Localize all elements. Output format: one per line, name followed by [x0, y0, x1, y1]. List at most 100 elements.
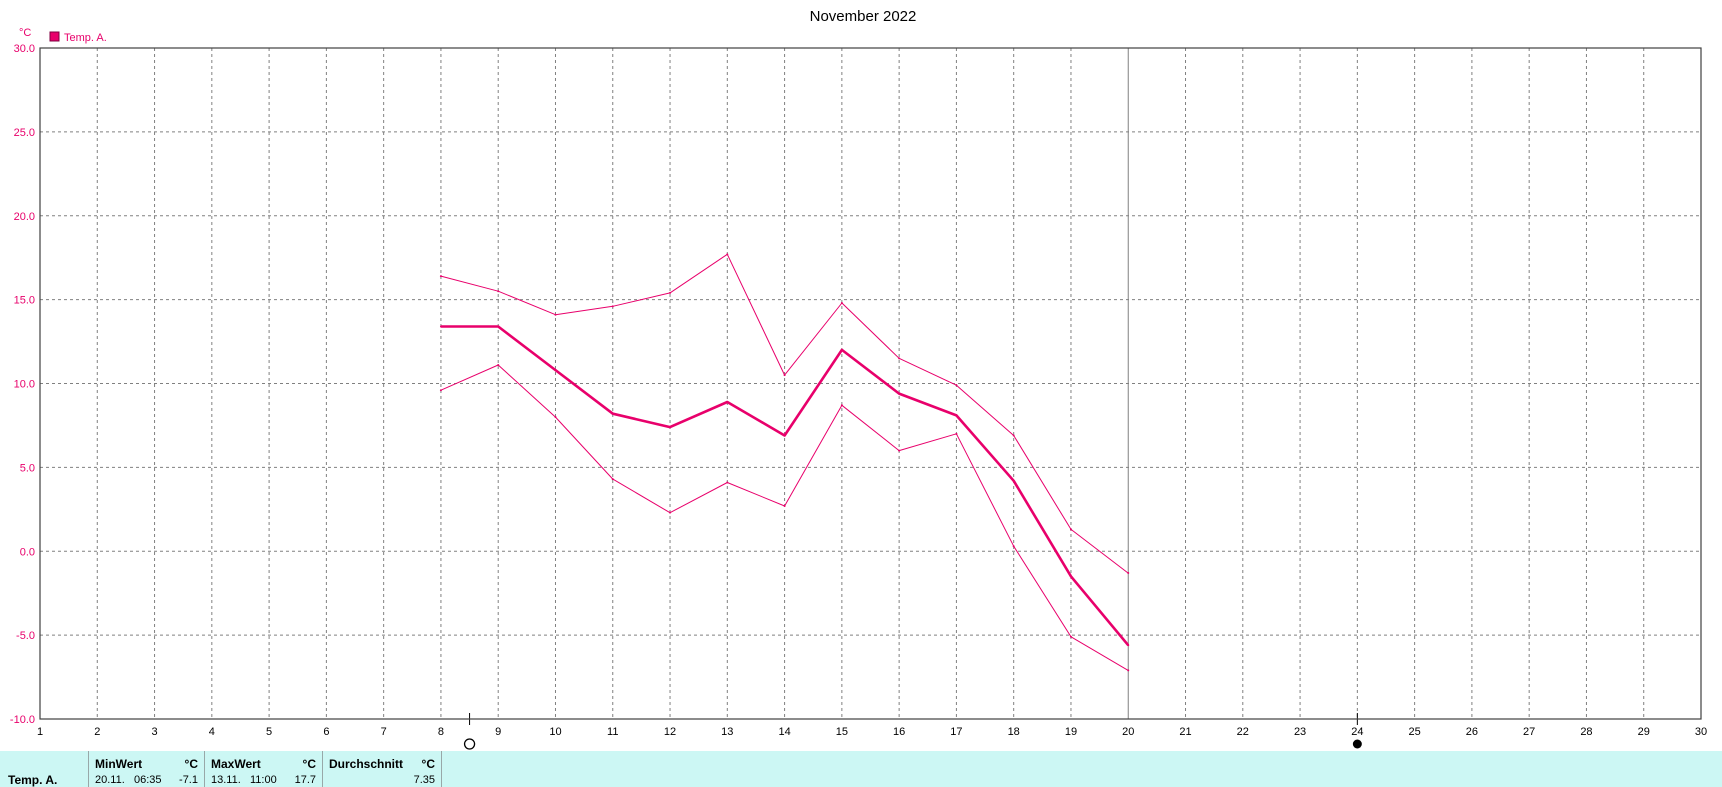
data-point-mean — [439, 325, 442, 328]
avg-unit: °C — [421, 757, 435, 771]
x-tick-label: 24 — [1351, 726, 1363, 738]
data-point-min — [1012, 545, 1015, 548]
x-tick-label: 28 — [1580, 726, 1592, 738]
data-point-min — [783, 504, 786, 507]
x-tick-label: 3 — [151, 726, 157, 738]
data-point-min — [955, 432, 958, 435]
x-tick-label: 19 — [1065, 726, 1077, 738]
y-tick-label: 25.0 — [14, 127, 35, 139]
x-tick-labels: 1 2 3 4 5 6 7 8 9 10 11 12 13 14 15 16 17 18 19 20 21 22 23 24 2… — [37, 726, 1707, 738]
grid — [40, 48, 1701, 719]
x-tick-label: 30 — [1695, 726, 1707, 738]
avg-title: Durchschnitt — [329, 757, 404, 771]
series-lines — [439, 253, 1130, 672]
x-tick-label: 13 — [721, 726, 733, 738]
x-tick-label: 29 — [1638, 726, 1650, 738]
data-point-mean — [1069, 575, 1072, 578]
y-tick-label: 30.0 — [14, 43, 35, 55]
data-point-mean — [497, 325, 500, 328]
legend-swatch — [49, 31, 60, 42]
x-tick-label: 12 — [664, 726, 676, 738]
footer-row-label: Temp. A. — [8, 773, 58, 787]
average-cell: Durchschnitt °C 7.35 — [323, 751, 442, 787]
data-point-mean — [898, 392, 901, 395]
data-point-mean — [611, 412, 614, 415]
x-tick-label: 9 — [495, 726, 501, 738]
data-point-min — [554, 416, 557, 419]
data-point-min — [898, 449, 901, 452]
plot-frame — [39, 47, 1702, 720]
min-title: MinWert — [95, 757, 143, 771]
max-value-cell: MaxWert °C 13.11. 11:00 17.7 — [205, 751, 323, 787]
y-tick-label: 20.0 — [14, 211, 35, 223]
data-point-min — [439, 389, 442, 392]
data-point-mean — [955, 414, 958, 417]
max-time: 11:00 — [250, 774, 277, 786]
x-tick-label: 17 — [950, 726, 962, 738]
x-tick-label: 25 — [1408, 726, 1420, 738]
max-date: 13.11. — [211, 774, 241, 786]
x-tick-label: 5 — [266, 726, 272, 738]
min-date: 20.11. — [95, 774, 125, 786]
min-unit: °C — [184, 757, 198, 771]
avg-value: 7.35 — [413, 774, 435, 786]
max-title: MaxWert — [211, 757, 261, 771]
x-tick-label: 8 — [438, 726, 444, 738]
footer-row-label-cell: Temp. A. — [0, 751, 89, 787]
x-tick-label: 26 — [1466, 726, 1478, 738]
y-tick-label: -5.0 — [16, 630, 35, 642]
data-point-max — [955, 384, 958, 387]
temperature-chart: November 2022 °C Temp. A. 30.025.020.015… — [10, 8, 1707, 750]
data-point-mean — [783, 434, 786, 437]
x-tick-label: 22 — [1237, 726, 1249, 738]
x-tick-label: 23 — [1294, 726, 1306, 738]
legend-label: Temp. A. — [64, 32, 107, 44]
y-tick-label: 10.0 — [14, 379, 35, 391]
max-value: 17.7 — [294, 774, 316, 786]
data-point-min — [1127, 669, 1130, 672]
moon-markers — [463, 713, 1362, 750]
data-point-max — [1127, 572, 1130, 575]
data-point-mean — [554, 369, 557, 372]
y-tick-label: -10.0 — [10, 714, 35, 726]
x-tick-label: 15 — [836, 726, 848, 738]
data-point-min — [669, 511, 672, 514]
y-tick-label: 5.0 — [20, 462, 35, 474]
data-point-min — [726, 481, 729, 484]
data-point-max — [497, 290, 500, 293]
data-point-mean — [726, 400, 729, 403]
data-point-max — [898, 357, 901, 360]
data-point-mean — [1127, 644, 1130, 647]
data-point-min — [611, 478, 614, 481]
data-point-max — [840, 301, 843, 304]
data-point-min — [497, 364, 500, 367]
data-point-max — [554, 313, 557, 316]
y-tick-label: 15.0 — [14, 295, 35, 307]
x-tick-label: 20 — [1122, 726, 1134, 738]
data-point-max — [726, 253, 729, 256]
statistics-bar: Temp. A. MinWert °C 20.11. 06:35 -7.1 Ma… — [0, 751, 1722, 787]
min-value-cell: MinWert °C 20.11. 06:35 -7.1 — [89, 751, 205, 787]
y-tick-label: 0.0 — [20, 546, 35, 558]
y-tick-labels: 30.0 25.0 20.0 15.0 10.0 5.0 0.0 -5.0 -10.0 — [10, 43, 35, 726]
x-tick-label: 1 — [37, 726, 43, 738]
data-point-mean — [669, 426, 672, 429]
data-point-mean — [840, 348, 843, 351]
x-tick-label: 6 — [323, 726, 329, 738]
x-tick-label: 27 — [1523, 726, 1535, 738]
full-moon-marker — [463, 738, 476, 750]
data-point-max — [783, 374, 786, 377]
min-value: -7.1 — [179, 774, 198, 786]
data-point-max — [669, 291, 672, 294]
max-unit: °C — [302, 757, 316, 771]
x-tick-label: 2 — [94, 726, 100, 738]
x-tick-label: 10 — [549, 726, 561, 738]
data-point-max — [1069, 528, 1072, 531]
data-point-min — [1069, 635, 1072, 638]
x-tick-label: 11 — [607, 726, 618, 738]
new-moon-marker — [1352, 739, 1362, 749]
chart-title: November 2022 — [810, 8, 917, 25]
data-point-max — [439, 275, 442, 278]
x-tick-label: 18 — [1008, 726, 1020, 738]
data-point-max — [1012, 434, 1015, 437]
